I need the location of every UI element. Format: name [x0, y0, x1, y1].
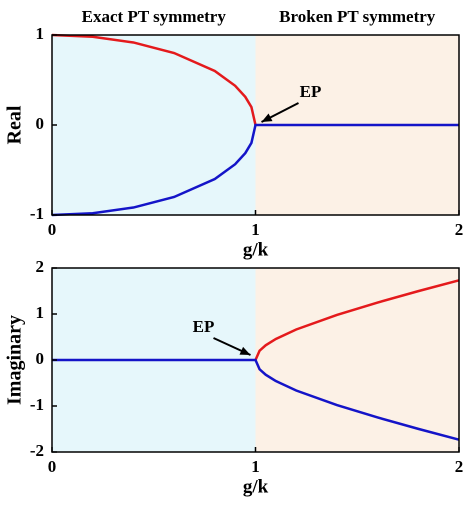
- region-label: Broken PT symmetry: [279, 7, 436, 26]
- arrow-head: [239, 346, 251, 355]
- y-tick-label: 0: [36, 114, 45, 133]
- region-label: Exact PT symmetry: [82, 7, 227, 26]
- x-tick-label: 0: [48, 457, 57, 476]
- x-tick-label: 1: [251, 457, 260, 476]
- y-tick-label: 1: [36, 303, 45, 322]
- y-tick-label: -1: [30, 204, 44, 223]
- x-axis-label: g/k: [243, 239, 269, 260]
- y-tick-label: 1: [36, 24, 45, 43]
- y-tick-label: -2: [30, 441, 44, 460]
- x-axis-label: g/k: [243, 476, 269, 497]
- series-line: [254, 279, 460, 361]
- y-tick-label: -1: [30, 395, 44, 414]
- annotation: EP: [300, 82, 322, 101]
- series-line: [51, 123, 459, 217]
- annotation: EP: [193, 317, 215, 336]
- y-tick-label: 0: [36, 349, 45, 368]
- arrow-head: [261, 113, 273, 122]
- x-tick-label: 2: [455, 457, 464, 476]
- x-tick-label: 1: [251, 220, 260, 239]
- y-axis-label: Real: [4, 105, 26, 144]
- y-axis-label: Imaginary: [4, 315, 26, 405]
- y-tick-label: 2: [36, 257, 45, 276]
- x-tick-label: 2: [455, 220, 464, 239]
- region: [255, 268, 459, 452]
- region: [52, 35, 256, 215]
- series-line: [51, 33, 257, 126]
- series-line: [52, 358, 460, 441]
- x-tick-label: 0: [48, 220, 57, 239]
